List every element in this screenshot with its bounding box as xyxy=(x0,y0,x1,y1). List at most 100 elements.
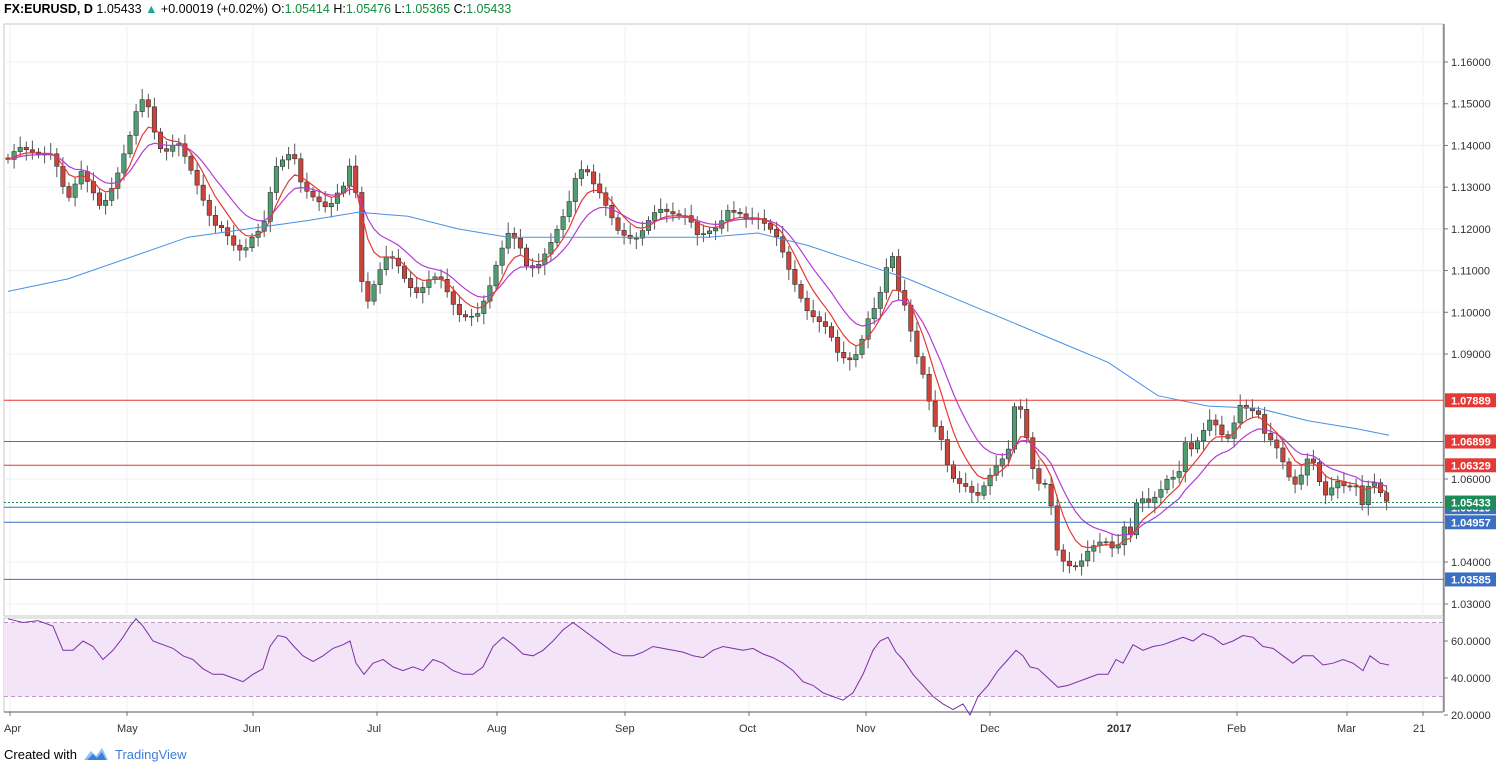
level-badge-label: 1.06329 xyxy=(1451,460,1491,472)
candle xyxy=(798,284,804,299)
symbol-name[interactable]: FX:EURUSD, D xyxy=(4,2,93,16)
candle xyxy=(206,199,212,216)
candle xyxy=(17,147,23,152)
candle xyxy=(212,214,218,226)
tradingview-logo-icon xyxy=(83,748,108,760)
candle xyxy=(767,223,773,230)
y-tick-label: 1.13000 xyxy=(1451,182,1491,194)
candle xyxy=(334,192,340,204)
candle xyxy=(1201,430,1207,442)
candle xyxy=(444,279,450,293)
candle xyxy=(591,171,597,185)
low-value: 1.05365 xyxy=(404,2,451,16)
candle xyxy=(475,313,481,317)
candle xyxy=(1121,526,1127,546)
ema-fast-line xyxy=(7,126,1387,549)
candle xyxy=(194,170,200,186)
candle xyxy=(420,287,426,293)
candle xyxy=(1030,437,1036,469)
high-value: 1.05476 xyxy=(345,2,391,16)
candle xyxy=(1371,482,1377,487)
candle xyxy=(145,99,151,108)
candle xyxy=(1060,549,1066,562)
candle xyxy=(97,192,103,206)
level-badge xyxy=(1445,393,1496,408)
candle xyxy=(841,352,847,359)
candle xyxy=(700,233,706,235)
candle xyxy=(584,169,590,173)
candle xyxy=(1359,485,1365,505)
candle xyxy=(932,400,938,427)
candle xyxy=(877,291,883,309)
rsi-line xyxy=(7,618,1390,717)
candle xyxy=(1048,483,1054,507)
candle xyxy=(1042,483,1048,485)
level-badge xyxy=(1445,458,1496,473)
candle xyxy=(273,166,279,193)
candle xyxy=(505,232,511,249)
x-tick-label: 21 xyxy=(1413,723,1425,735)
x-tick-label: 2017 xyxy=(1107,723,1131,735)
candle xyxy=(987,474,993,487)
rsi-y-tick-label: 60.0000 xyxy=(1451,636,1491,648)
candle xyxy=(780,236,786,253)
x-tick-label: Feb xyxy=(1227,723,1246,735)
candle xyxy=(66,186,72,198)
candle xyxy=(1256,410,1262,415)
level-badge-label: 1.03585 xyxy=(1451,574,1491,586)
candle xyxy=(828,326,834,338)
tradingview-brand[interactable]: TradingView xyxy=(114,746,187,762)
level-badge xyxy=(1445,434,1496,449)
candle xyxy=(1384,492,1390,502)
candle xyxy=(60,166,66,187)
candle xyxy=(316,196,322,203)
candle xyxy=(822,321,828,327)
candle xyxy=(1329,487,1335,496)
symbol-header: FX:EURUSD, D 1.05433 ▲ +0.00019 (+0.02%)… xyxy=(4,2,511,20)
candle xyxy=(1170,477,1176,480)
candle xyxy=(511,232,517,239)
candle xyxy=(151,106,157,133)
candle xyxy=(371,284,377,302)
candle xyxy=(347,165,353,187)
candle xyxy=(883,267,889,293)
sma-long-line xyxy=(7,211,1390,436)
candle xyxy=(286,154,292,161)
candle xyxy=(267,192,273,222)
candle xyxy=(414,287,420,293)
y-tick-label: 1.15000 xyxy=(1451,99,1491,111)
candle xyxy=(237,244,243,251)
candle xyxy=(377,269,383,285)
candle xyxy=(1054,505,1060,551)
candle xyxy=(652,212,658,221)
candle xyxy=(926,373,932,402)
candle xyxy=(359,192,365,282)
y-tick-label: 1.12000 xyxy=(1451,224,1491,236)
candle xyxy=(603,192,609,206)
candle xyxy=(188,156,194,171)
x-tick-label: May xyxy=(117,723,138,735)
y-tick-label: 1.14000 xyxy=(1451,140,1491,152)
last-price: 1.05433 xyxy=(96,2,142,16)
y-tick-label: 1.11000 xyxy=(1451,266,1490,278)
candle xyxy=(1280,447,1286,463)
candle xyxy=(517,237,523,249)
candle xyxy=(639,230,645,239)
candle xyxy=(1249,407,1255,412)
candle xyxy=(578,169,584,179)
candle xyxy=(1207,419,1213,431)
candle xyxy=(560,216,566,230)
candle xyxy=(572,178,578,202)
candle xyxy=(133,111,139,136)
candle xyxy=(219,225,225,228)
candle xyxy=(859,338,865,355)
price-change: +0.00019 (+0.02%) xyxy=(160,2,268,16)
y-tick-label: 1.16000 xyxy=(1451,57,1491,69)
x-tick-label: Jul xyxy=(367,723,381,735)
candle xyxy=(78,171,84,185)
candle xyxy=(1085,550,1091,562)
candle xyxy=(493,264,499,287)
candle xyxy=(597,183,603,194)
rsi-y-tick-label: 20.0000 xyxy=(1451,710,1491,722)
